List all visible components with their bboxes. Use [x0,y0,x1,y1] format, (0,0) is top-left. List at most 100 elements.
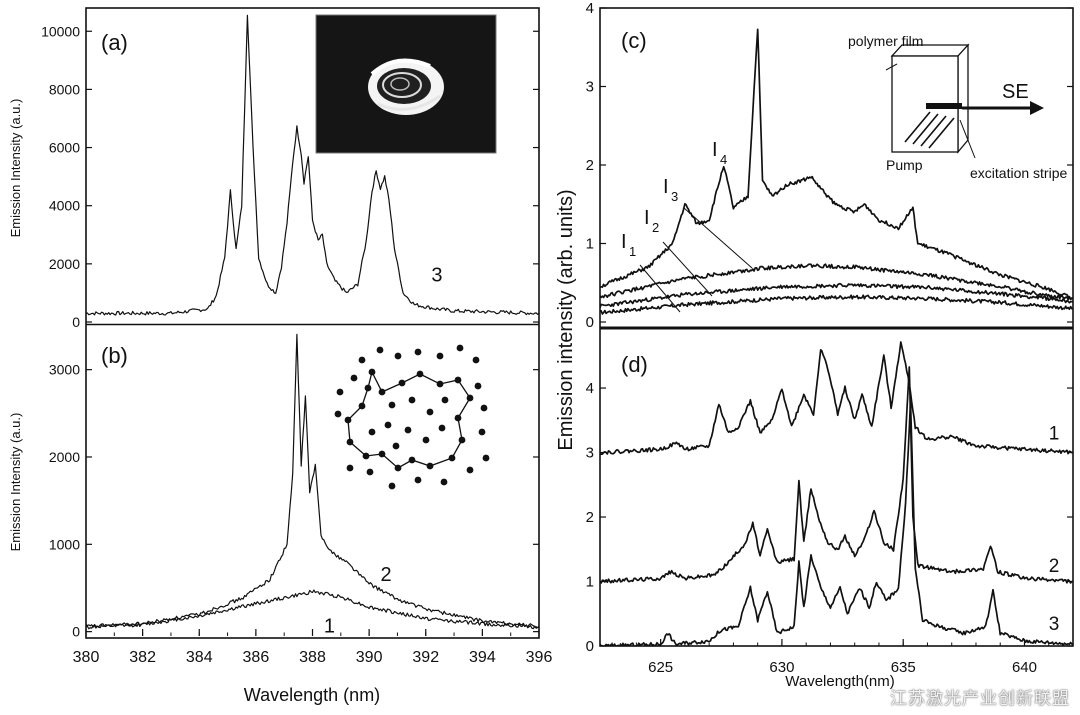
xtick-label: 380 [73,649,100,666]
panel-a-axes: 0 2000 4000 6000 8000 10000 3 [41,14,539,330]
scatterer-dot [408,456,416,464]
xtick-label: 625 [648,659,673,676]
panel-d-xlabel: Wavelength(nm) [785,673,894,690]
panel-d-axes: 0 1 2 3 4 625 630 635 640 1 2 3 [586,341,1074,676]
scatterer-dot [384,421,392,429]
scatterer-dot [334,410,342,418]
left-figure: 0 2000 4000 6000 8000 10000 3 0 1000 2000 3000 380… [8,7,553,705]
scatterer-dot [426,462,434,470]
intensity-label-subscript: 4 [720,152,727,167]
scatterer-dot [466,394,474,402]
ytick-label: 10000 [41,23,80,39]
series-line-2 [86,333,539,629]
intensity-label-subscript: 2 [652,220,659,235]
panel-cd-ylabel: Emission intensity (arb. units) [555,189,577,450]
curve-label: 2 [380,564,391,586]
scatterer-dot [392,442,400,450]
series-line-1 [86,589,539,630]
series-line-3 [86,14,539,316]
scatterer-dot [388,401,396,409]
scatterer-dot [458,436,466,444]
xtick-label: 390 [356,649,383,666]
xtick-label: 384 [186,649,213,666]
xtick-label: 640 [1012,659,1037,676]
ytick-label: 2 [586,509,594,526]
scatterer-dot [388,482,396,490]
scatterer-dot [478,428,486,436]
series-line-I2 [600,282,1073,308]
scatterer-dot [436,380,444,388]
ytick-label: 2000 [49,256,80,272]
ytick-label: 4000 [49,198,80,214]
ytick-label: 0 [72,314,80,330]
scatterer-dot [404,426,412,434]
xtick-label: 388 [299,649,326,666]
panel-c-inset-schematic: polymer film Pump excitation stripe SE [848,33,1067,181]
scatterer-dot [436,352,444,360]
ytick-label: 0 [586,638,594,655]
scatterer-dot [344,416,352,424]
ytick-label: 1 [586,574,594,591]
intensity-label-I2: I [644,207,650,229]
scatterer-dot [358,356,366,364]
scatterer-dot [480,404,488,412]
series-line-I3 [600,263,1073,301]
scatterer-dot [454,376,462,384]
intensity-label-I1: I [621,231,627,253]
panel-a-ylabel: Emission Intensity (a.u.) [8,99,23,238]
panel-b-xlabel: Wavelength (nm) [244,685,380,705]
scatterer-dot [408,396,416,404]
curve-label: 2 [1049,556,1060,577]
curve-label: 3 [1049,614,1060,635]
intensity-label-subscript: 1 [629,244,636,259]
panel-c-label: (c) [621,28,647,53]
curve-label: 1 [324,616,335,638]
series-line-2 [600,366,1073,584]
scatterer-dot [426,408,434,416]
ytick-label: 2 [586,157,594,174]
ytick-label: 6000 [49,140,80,156]
xtick-label: 382 [129,649,156,666]
watermark-text: 江苏激光产业创新联盟 [890,689,1070,709]
ytick-label: 4 [586,380,594,397]
inset-label-se: SE [1002,81,1029,103]
scatterer-dot [440,478,448,486]
scatterer-dot [394,464,402,472]
left-figure-frame [85,7,540,639]
ytick-label: 3 [586,79,594,96]
series-line-I4 [600,28,1073,301]
scatterer-dot [441,396,449,404]
series-line-1 [600,341,1073,455]
xtick-label: 386 [243,649,270,666]
intensity-label-I4: I [712,139,718,161]
scatterer-dot [414,348,422,356]
scatterer-dot [414,476,422,484]
ytick-label: 4 [586,0,594,17]
scatterer-dot [368,428,376,436]
panel-b-axes: 0 1000 2000 3000 380 382 384 386 388 390 392 394 396… [49,333,553,666]
leader-line [639,264,681,313]
scatterer-dot [336,388,344,396]
leader-line [683,207,753,269]
scatterer-dot [472,356,480,364]
panel-b-inset-scatterers [334,344,490,490]
scatterer-dot [482,454,490,462]
intensity-label-subscript: 3 [671,189,678,204]
ytick-label: 1 [586,236,594,253]
scatterer-dot [376,346,384,354]
ytick-label: 3000 [49,362,80,378]
curve-label: 3 [431,264,442,286]
inset-label-pump: Pump [886,157,923,173]
scatterer-dot [456,344,464,352]
xtick-label: 396 [526,649,553,666]
scatterer-dot [366,468,374,476]
series-line-I1 [600,294,1073,315]
xtick-label: 394 [469,649,496,666]
panel-a-label: (a) [101,30,128,55]
ytick-label: 2000 [49,449,80,465]
scatterer-dot [350,374,358,382]
inset-label-film: polymer film [848,33,923,49]
scatterer-dot [474,382,482,390]
ytick-label: 0 [72,624,80,640]
